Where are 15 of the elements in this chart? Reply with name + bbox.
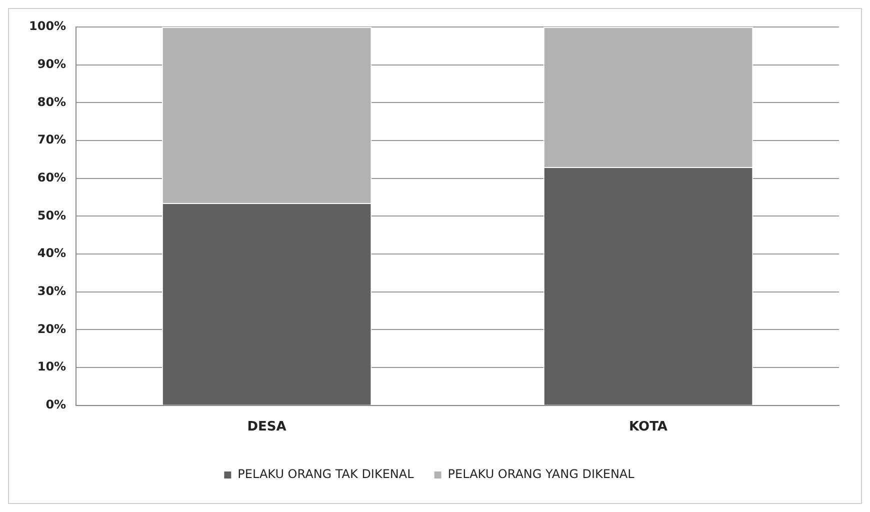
y-tick-label: 80% — [37, 94, 66, 109]
y-tick-label: 0% — [46, 398, 66, 412]
y-tick-label: 60% — [37, 170, 66, 184]
x-tick-label: KOTA — [629, 420, 668, 435]
y-tick-label: 10% — [37, 360, 66, 374]
y-tick-label: 50% — [37, 208, 66, 222]
y-tick-label: 20% — [37, 322, 66, 336]
x-tick-label: DESA — [247, 420, 286, 435]
legend-label: PELAKU ORANG YANG DIKENAL — [448, 467, 635, 482]
y-tick-label: 100% — [28, 19, 66, 34]
y-tick-label: 70% — [37, 132, 66, 147]
y-tick-label: 40% — [37, 246, 66, 260]
legend-label: PELAKU ORANG TAK DIKENAL — [238, 467, 414, 482]
y-tick-label: 90% — [37, 56, 66, 71]
y-tick-label: 30% — [37, 284, 66, 298]
